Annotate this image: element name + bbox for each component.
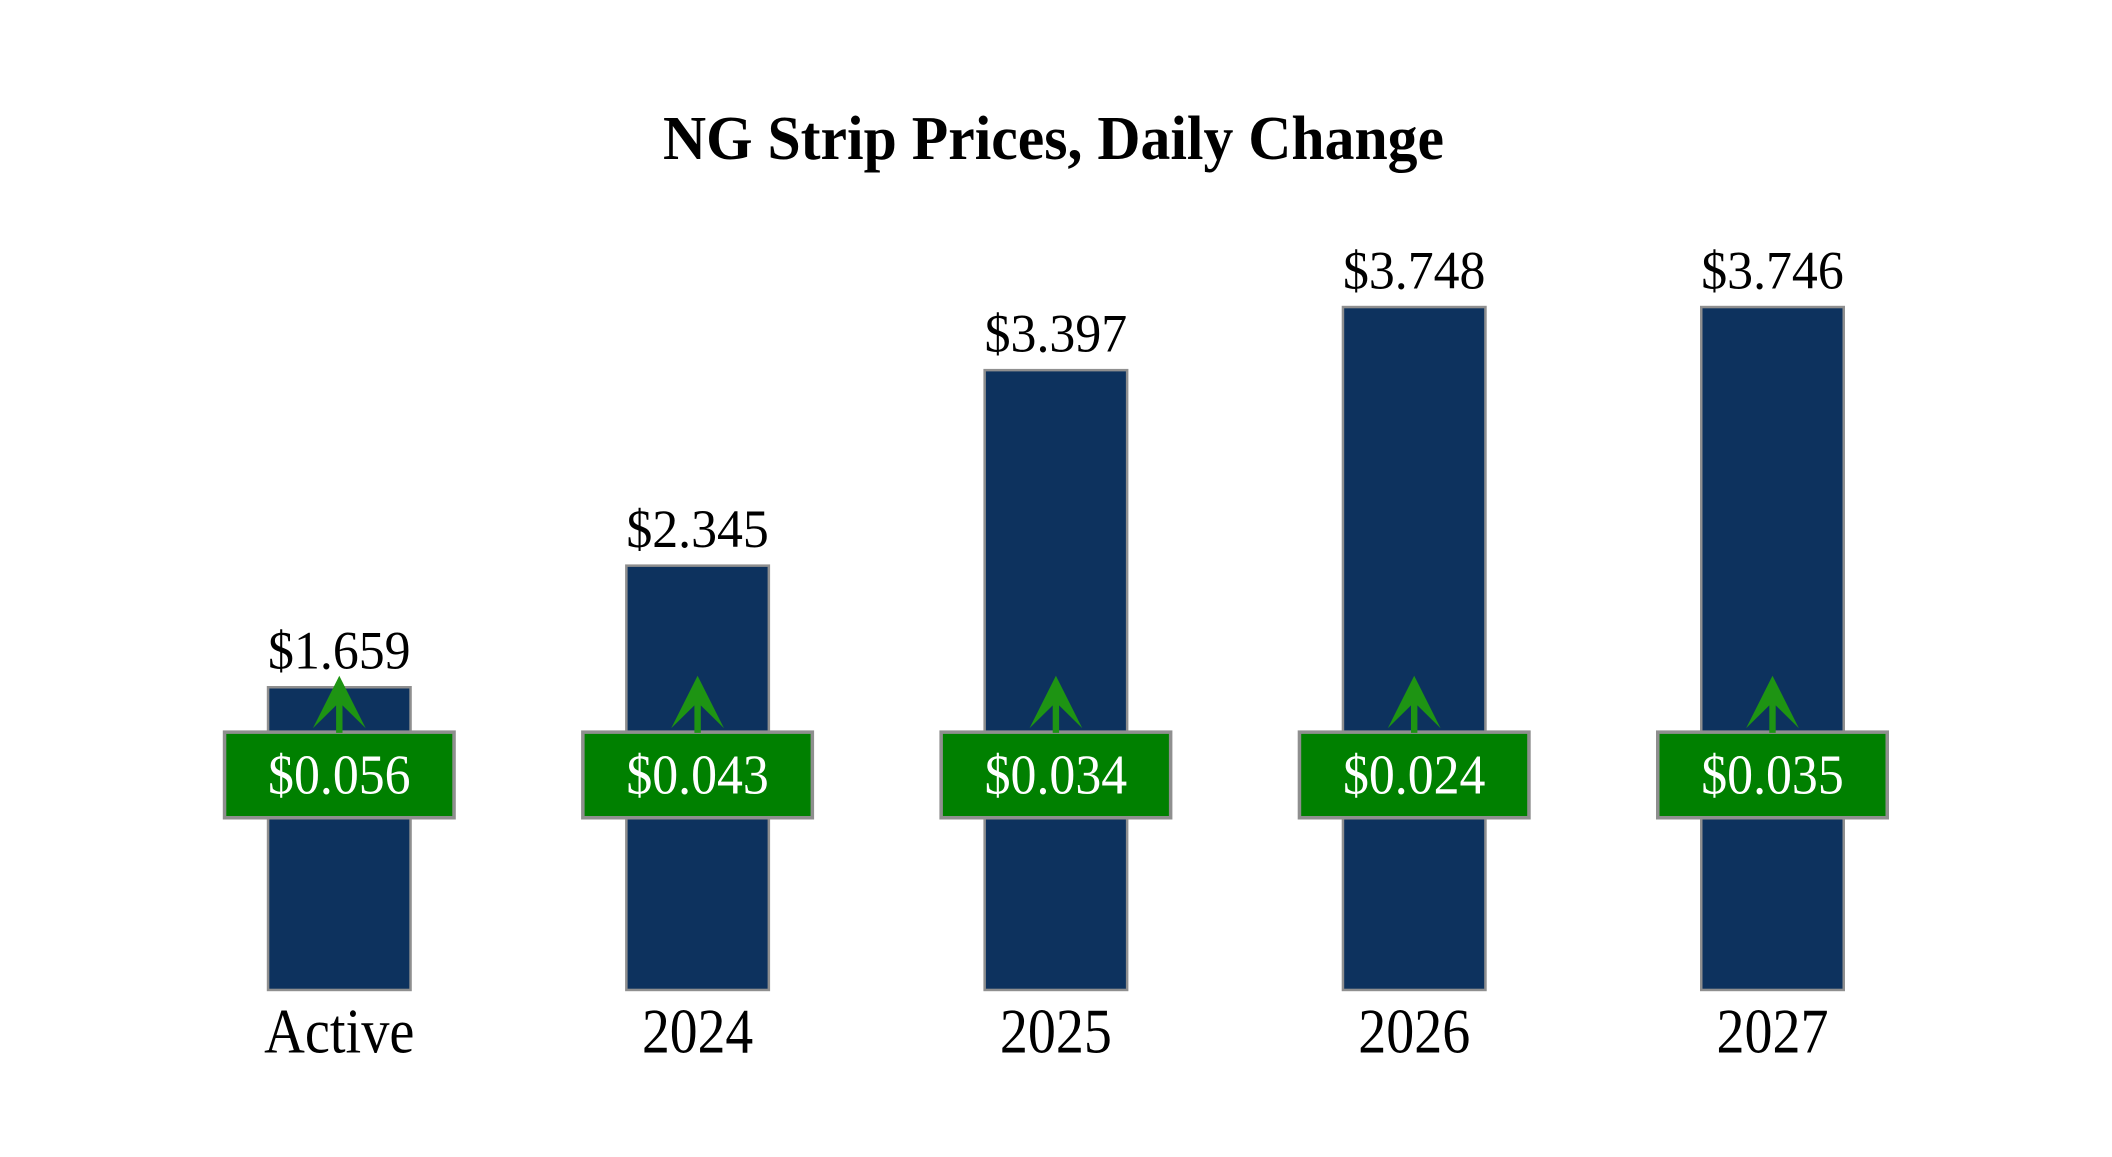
svg-text:$0.035: $0.035: [1701, 745, 1844, 807]
svg-text:$1.659: $1.659: [268, 621, 411, 681]
svg-text:NG Strip Prices, Daily Change: NG Strip Prices, Daily Change: [663, 105, 1444, 173]
svg-text:$0.034: $0.034: [985, 745, 1128, 807]
svg-text:$0.043: $0.043: [626, 745, 769, 807]
svg-text:$3.748: $3.748: [1343, 241, 1486, 301]
svg-text:2027: 2027: [1717, 995, 1829, 1066]
svg-text:$2.345: $2.345: [626, 499, 769, 559]
svg-text:2026: 2026: [1358, 995, 1470, 1066]
svg-text:$0.024: $0.024: [1343, 745, 1486, 807]
svg-text:2025: 2025: [1000, 995, 1112, 1066]
svg-text:$0.056: $0.056: [268, 745, 411, 807]
svg-text:$3.397: $3.397: [985, 304, 1128, 364]
svg-text:Active: Active: [264, 995, 414, 1066]
svg-text:2024: 2024: [642, 995, 753, 1066]
svg-text:$3.746: $3.746: [1701, 241, 1844, 301]
